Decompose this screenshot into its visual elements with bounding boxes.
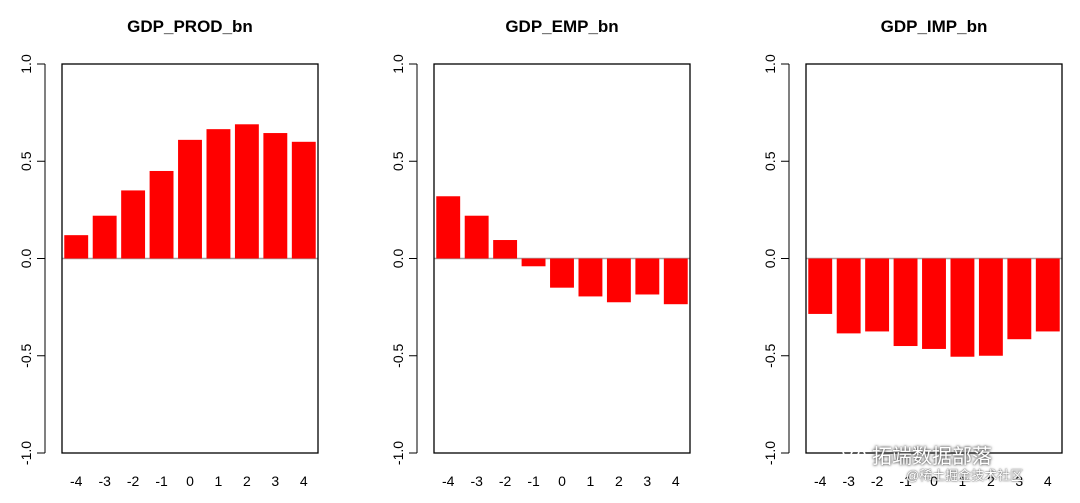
- chat-bubble-icon: [842, 443, 866, 469]
- bar: [92, 215, 117, 259]
- bar: [291, 141, 316, 259]
- bar: [978, 258, 1003, 356]
- x-tick-label: -4: [70, 473, 83, 489]
- plot-frame: [805, 63, 1063, 454]
- x-tick-label: -2: [127, 473, 140, 489]
- y-tick-label: -1.0: [762, 441, 778, 465]
- x-tick-label: -3: [842, 473, 855, 489]
- x-tick-label: -2: [871, 473, 884, 489]
- x-tick-label: -4: [814, 473, 827, 489]
- x-tick-label: -1: [155, 473, 168, 489]
- x-tick-label: 4: [672, 473, 680, 489]
- bar: [464, 215, 489, 259]
- x-tick-label: 2: [987, 473, 995, 489]
- y-tick-label: 1.0: [18, 54, 34, 74]
- y-tick-label: 0.5: [390, 151, 406, 171]
- y-tick-label: 0.5: [762, 151, 778, 171]
- y-tick-label: 1.0: [390, 54, 406, 74]
- bar: [493, 240, 518, 259]
- bar: [950, 258, 975, 357]
- y-tick-label: 1.0: [762, 54, 778, 74]
- x-tick-label: 2: [243, 473, 251, 489]
- bar: [606, 258, 631, 303]
- bar: [808, 258, 833, 314]
- plot-frame: [61, 63, 319, 454]
- bar: [578, 258, 603, 297]
- y-tick-label: 0.0: [390, 249, 406, 269]
- plot-frame: [433, 63, 691, 454]
- x-tick-label: 4: [1044, 473, 1052, 489]
- x-tick-label: 0: [930, 473, 938, 489]
- bar: [663, 258, 688, 305]
- y-tick-label: -1.0: [390, 441, 406, 465]
- chart-title: GDP_EMP_bn: [505, 17, 618, 36]
- bar: [121, 190, 146, 259]
- y-tick-label: -1.0: [18, 441, 34, 465]
- x-tick-label: 3: [1015, 473, 1023, 489]
- x-tick-label: 0: [558, 473, 566, 489]
- x-tick-label: 4: [300, 473, 308, 489]
- x-tick-label: 1: [959, 473, 967, 489]
- bar: [635, 258, 660, 295]
- bar: [263, 133, 288, 259]
- y-tick-label: 0.0: [18, 249, 34, 269]
- bar: [550, 258, 574, 288]
- x-tick-label: -2: [499, 473, 512, 489]
- watermark-text: 拓端数据部落: [872, 446, 992, 468]
- x-tick-label: -3: [470, 473, 483, 489]
- x-tick-label: 1: [587, 473, 595, 489]
- x-tick-label: -4: [442, 473, 455, 489]
- y-tick-label: -0.5: [390, 343, 406, 367]
- bar: [865, 258, 890, 332]
- y-tick-label: 0.5: [18, 151, 34, 171]
- chart-title: GDP_PROD_bn: [127, 17, 253, 36]
- bar: [436, 196, 461, 259]
- x-tick-label: 2: [615, 473, 623, 489]
- bar: [893, 258, 918, 347]
- bar: [922, 258, 946, 349]
- bar: [836, 258, 861, 334]
- x-tick-label: -1: [527, 473, 540, 489]
- y-tick-label: -0.5: [762, 343, 778, 367]
- bar: [178, 139, 202, 259]
- x-tick-label: 1: [215, 473, 223, 489]
- bar: [1035, 258, 1060, 332]
- bar: [1007, 258, 1032, 340]
- x-tick-label: 3: [643, 473, 651, 489]
- bar: [206, 129, 231, 259]
- bar: [149, 170, 174, 259]
- x-tick-label: 3: [271, 473, 279, 489]
- bar: [234, 124, 259, 259]
- watermark-sub: @稀土掘金技术社区: [906, 468, 1024, 483]
- chart-title: GDP_IMP_bn: [881, 17, 988, 36]
- bar: [521, 258, 546, 267]
- x-tick-label: -3: [98, 473, 111, 489]
- watermark: 拓端数据部落: [842, 440, 992, 469]
- bar: [64, 235, 89, 259]
- y-tick-label: 0.0: [762, 249, 778, 269]
- x-tick-label: -1: [899, 473, 912, 489]
- x-tick-label: 0: [186, 473, 194, 489]
- y-tick-label: -0.5: [18, 343, 34, 367]
